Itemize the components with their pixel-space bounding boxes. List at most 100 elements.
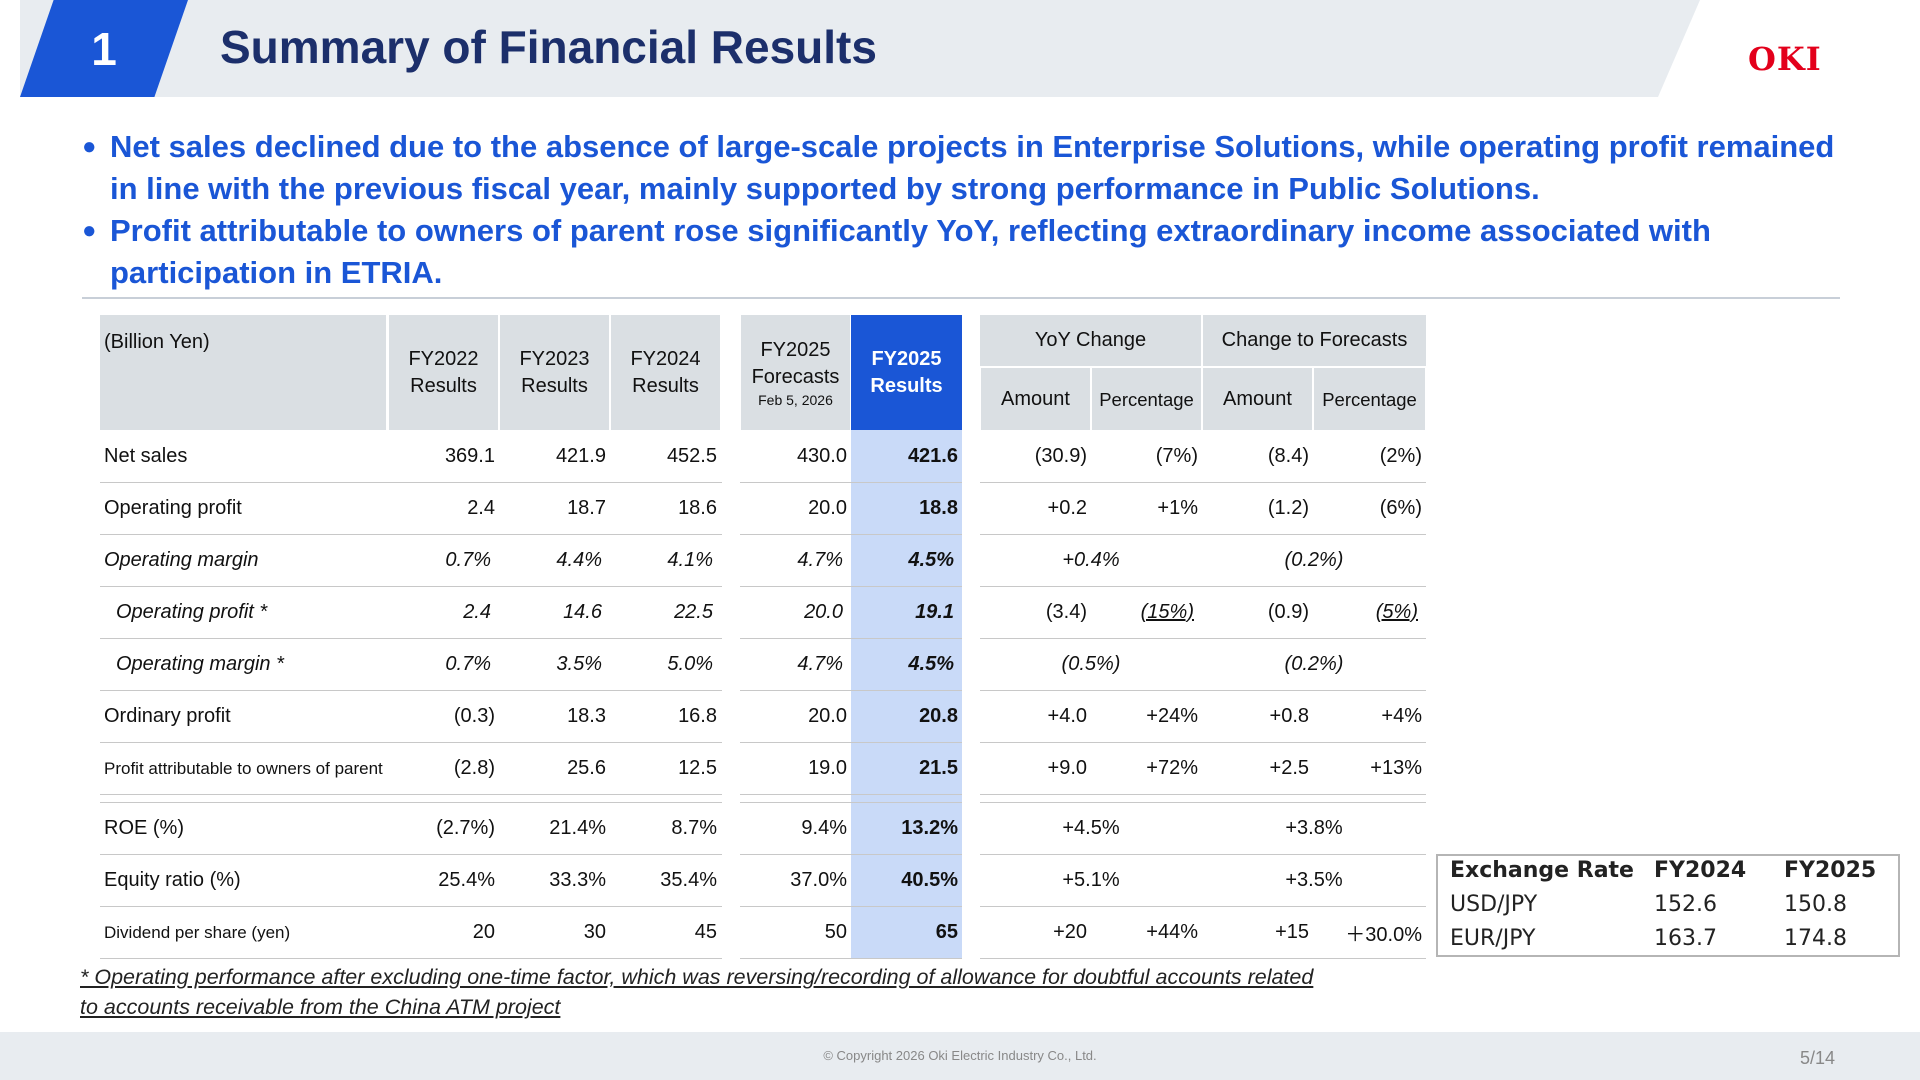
row-divider	[740, 690, 962, 691]
yoy-percentage: +1%	[1157, 496, 1198, 519]
row-value: 50	[824, 920, 847, 943]
page-number: 5/14	[1800, 1048, 1836, 1068]
row-divider	[980, 802, 1426, 803]
header-line: FY2022	[408, 347, 479, 370]
yoy-percentage: +24%	[1146, 704, 1198, 727]
row-value: 19.1	[915, 600, 954, 623]
row-label: Operating profit *	[116, 600, 268, 623]
header-line: FY2025	[871, 347, 942, 370]
yoy-percentage: +72%	[1146, 756, 1198, 779]
row-value: 18.8	[919, 496, 958, 519]
row-value: 20.0	[808, 704, 847, 727]
header-line: FY2023	[519, 347, 590, 370]
row-value: 20.0	[808, 496, 847, 519]
row-value: 25.4%	[438, 868, 495, 891]
fy2025-results-highlight	[851, 430, 962, 958]
row-divider	[740, 534, 962, 535]
row-divider	[980, 482, 1426, 483]
row-value: 30	[583, 920, 606, 943]
header-line: Feb 5, 2026	[758, 391, 833, 408]
change-to-forecast-value: +3.5%	[1285, 868, 1343, 891]
row-value: 37.0%	[790, 868, 847, 891]
row-divider	[100, 906, 722, 907]
page-title: Summary of Financial Results	[220, 21, 877, 73]
row-divider	[980, 690, 1426, 691]
yoy-percentage: (7%)	[1155, 444, 1198, 467]
header-fy2024: FY2024 Results	[611, 315, 720, 430]
row-value: 16.8	[678, 704, 717, 727]
header-amount: Amount	[1203, 368, 1312, 430]
row-label: Operating profit	[104, 496, 242, 519]
bullet-item: ● Profit attributable to owners of paren…	[82, 210, 1852, 294]
header-line: Results	[870, 374, 943, 397]
header-yoy-change: YoY Change	[980, 315, 1201, 366]
row-label: Operating margin *	[116, 652, 284, 675]
row-value: 452.5	[666, 444, 717, 467]
row-divider	[980, 958, 1426, 959]
row-value: 369.1	[444, 444, 495, 467]
row-divider	[100, 534, 722, 535]
row-divider	[100, 638, 722, 639]
row-value: 9.4%	[801, 816, 847, 839]
row-divider	[100, 586, 722, 587]
row-value: 4.5%	[908, 548, 954, 571]
row-divider	[100, 482, 722, 483]
footer-band	[0, 1032, 1920, 1080]
yoy-amount: (30.9)	[1034, 444, 1087, 467]
ctf-amount: (8.4)	[1267, 444, 1309, 467]
row-divider	[740, 586, 962, 587]
yoy-amount: +4.0	[1047, 704, 1087, 727]
row-value: 2.4	[467, 496, 495, 519]
yoy-amount: +9.0	[1047, 756, 1087, 779]
row-value: 12.5	[678, 756, 717, 779]
header-band	[20, 0, 1700, 97]
row-value: 25.6	[567, 756, 606, 779]
row-value: 4.4%	[556, 548, 602, 571]
bullet-dot-icon: ●	[82, 133, 97, 160]
yoy-percentage: +44%	[1146, 920, 1198, 943]
row-divider	[740, 482, 962, 483]
ctf-percentage: ＋30.0%	[1345, 923, 1422, 946]
row-divider	[980, 794, 1426, 795]
divider	[82, 297, 1840, 299]
row-divider	[980, 742, 1426, 743]
row-value: 0.7%	[445, 548, 491, 571]
header-fy2025-forecasts: FY2025 Forecasts Feb 5, 2026	[741, 315, 850, 430]
row-divider	[740, 958, 962, 959]
row-value: 22.5	[674, 600, 713, 623]
ctf-amount: (0.9)	[1267, 600, 1309, 623]
row-value: 421.6	[907, 444, 958, 467]
row-divider	[740, 802, 962, 803]
row-value: 4.7%	[797, 548, 843, 571]
yoy-amount: +20	[1053, 920, 1087, 943]
row-value: 35.4%	[660, 868, 717, 891]
row-divider	[740, 638, 962, 639]
row-divider	[980, 534, 1426, 535]
fx-value: 163.7	[1654, 926, 1717, 951]
fx-value: 152.6	[1654, 892, 1717, 917]
row-value: 18.6	[678, 496, 717, 519]
ctf-amount: (1.2)	[1267, 496, 1309, 519]
row-label: Equity ratio (%)	[104, 868, 241, 891]
yoy-change-value: +4.5%	[1062, 816, 1120, 839]
row-value: 20	[472, 920, 495, 943]
row-divider	[980, 586, 1426, 587]
row-divider	[740, 906, 962, 907]
row-label: Net sales	[104, 444, 188, 467]
header-percentage: Percentage	[1314, 368, 1425, 430]
bullet-text: Profit attributable to owners of parent …	[110, 213, 1711, 290]
ctf-amount: +15	[1275, 920, 1309, 943]
row-value: 13.2%	[901, 816, 958, 839]
row-value: 421.9	[555, 444, 606, 467]
row-divider	[740, 742, 962, 743]
exchange-rate-table: Exchange Rate FY2024 FY2025 USD/JPY 152.…	[1436, 854, 1900, 957]
ctf-percentage: (6%)	[1379, 496, 1422, 519]
row-divider	[100, 690, 722, 691]
row-divider	[100, 802, 722, 803]
yoy-change-value: +0.4%	[1062, 548, 1120, 571]
header-percentage: Percentage	[1092, 368, 1201, 430]
row-value: 3.5%	[556, 652, 602, 675]
row-value: 45	[694, 920, 717, 943]
row-value: 20.0	[804, 600, 843, 623]
oki-logo: OKI	[1748, 40, 1822, 78]
